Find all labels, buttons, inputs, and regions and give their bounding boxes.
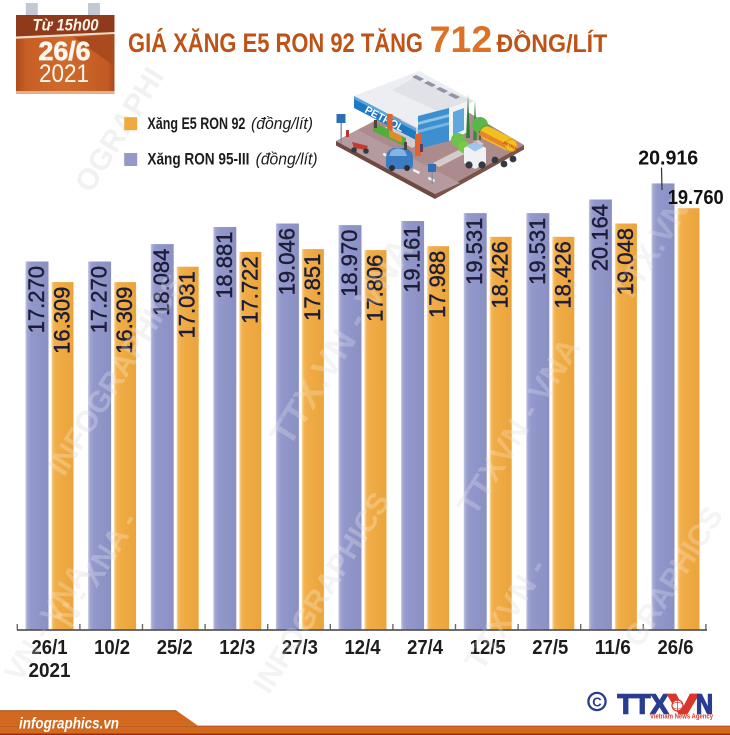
svg-text:GIÁ XĂNG E5 RON 92 TĂNG: GIÁ XĂNG E5 RON 92 TĂNG: [128, 27, 423, 58]
svg-text:17.851: 17.851: [300, 254, 325, 321]
svg-text:19.531: 19.531: [462, 218, 487, 285]
svg-text:20.164: 20.164: [587, 204, 612, 271]
svg-text:17.806: 17.806: [363, 255, 388, 322]
svg-text:17.031: 17.031: [175, 271, 200, 338]
svg-text:12/4: 12/4: [345, 637, 382, 659]
svg-text:17.722: 17.722: [237, 256, 262, 323]
svg-text:25/2: 25/2: [157, 637, 193, 659]
svg-text:27/4: 27/4: [407, 637, 444, 659]
svg-text:16.309: 16.309: [50, 287, 75, 354]
svg-text:ĐỒNG/LÍT: ĐỒNG/LÍT: [497, 28, 608, 58]
svg-text:17.270: 17.270: [24, 266, 49, 333]
svg-text:2021: 2021: [39, 60, 89, 88]
svg-text:Từ 15h00: Từ 15h00: [33, 16, 99, 35]
svg-text:12/5: 12/5: [470, 637, 506, 659]
svg-text:18.084: 18.084: [149, 249, 174, 316]
svg-text:18.881: 18.881: [212, 231, 237, 298]
svg-text:16.309: 16.309: [112, 287, 137, 354]
svg-text:18.426: 18.426: [488, 241, 513, 308]
svg-text:19.161: 19.161: [400, 226, 425, 293]
svg-text:19.046: 19.046: [274, 228, 299, 295]
svg-text:infographics.vn: infographics.vn: [19, 716, 119, 733]
svg-text:10/2: 10/2: [94, 637, 130, 659]
svg-text:12/3: 12/3: [219, 637, 255, 659]
svg-text:26/1: 26/1: [32, 637, 68, 659]
svg-text:N: N: [696, 689, 713, 720]
svg-text:TTX: TTX: [618, 689, 669, 720]
svg-text:(đồng/lít): (đồng/lít): [256, 150, 318, 169]
svg-text:27/5: 27/5: [532, 637, 568, 659]
svg-text:18.426: 18.426: [550, 241, 575, 308]
svg-text:Vietnam News Agency: Vietnam News Agency: [650, 712, 714, 721]
svg-text:2021: 2021: [29, 660, 71, 682]
svg-text:C: C: [592, 694, 602, 709]
svg-text:17.270: 17.270: [87, 266, 112, 333]
svg-text:11/6: 11/6: [595, 637, 631, 659]
svg-text:18.970: 18.970: [337, 230, 362, 297]
svg-text:19.760: 19.760: [668, 187, 724, 209]
svg-text:Xăng RON 95-III: Xăng RON 95-III: [147, 150, 249, 169]
svg-text:17.988: 17.988: [425, 251, 450, 318]
svg-text:712: 712: [430, 19, 493, 60]
svg-text:20.916: 20.916: [638, 148, 698, 170]
svg-text:26/6: 26/6: [39, 36, 91, 66]
svg-text:26/6: 26/6: [658, 637, 694, 659]
svg-text:19.048: 19.048: [613, 228, 638, 295]
svg-text:Xăng E5 RON 92: Xăng E5 RON 92: [147, 114, 245, 133]
svg-text:19.531: 19.531: [525, 218, 550, 285]
svg-text:27/3: 27/3: [282, 637, 318, 659]
svg-text:(đồng/lít): (đồng/lít): [251, 114, 313, 133]
